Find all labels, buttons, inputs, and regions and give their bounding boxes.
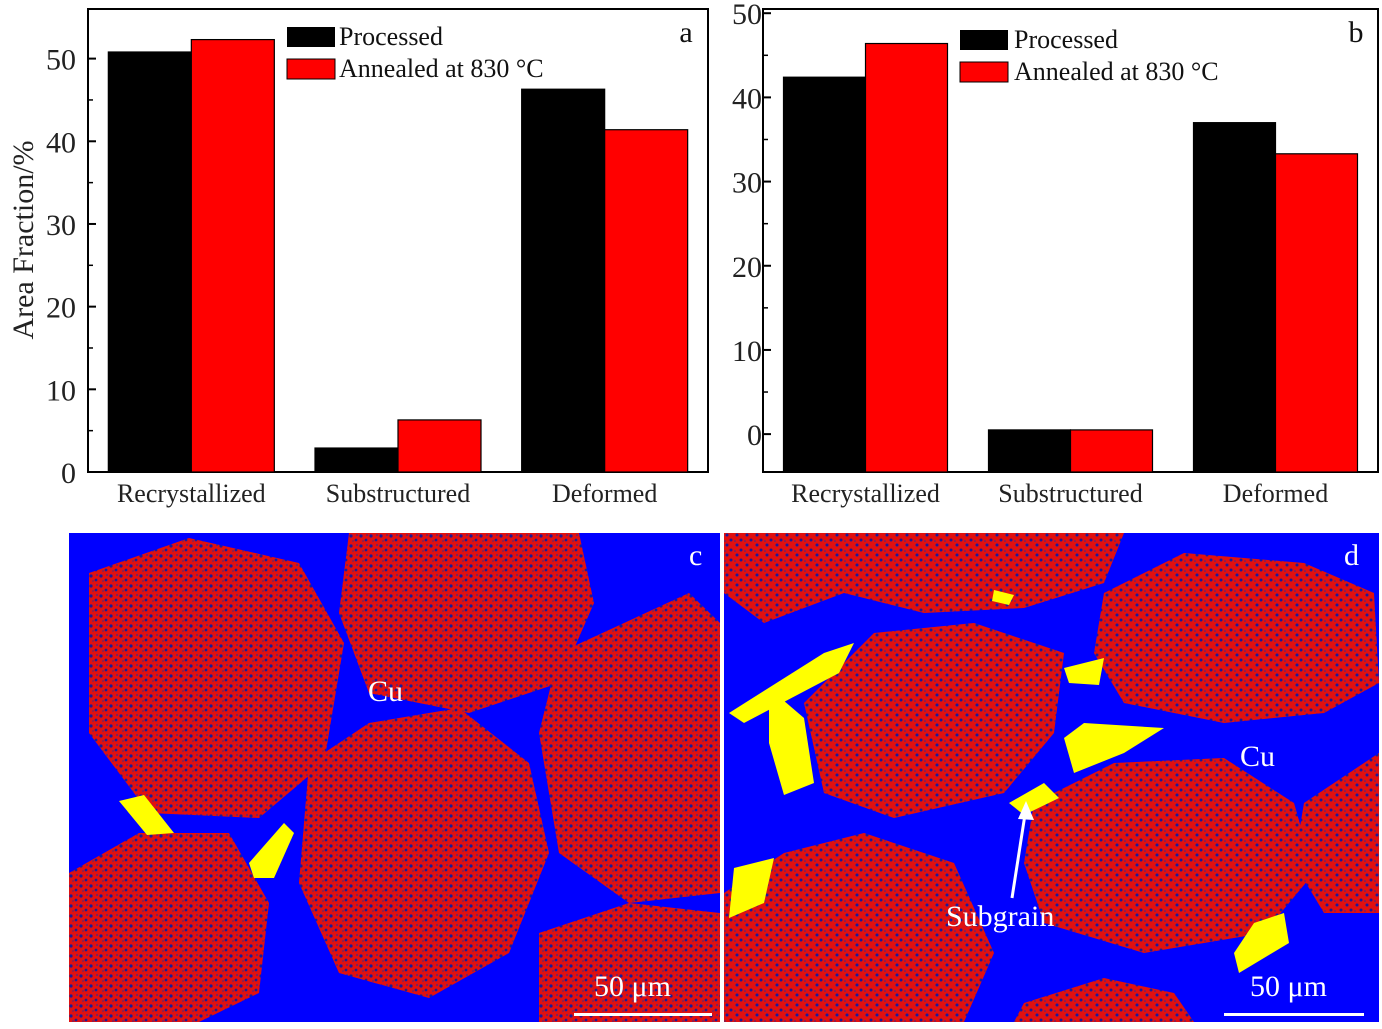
bar-annealed: [1069, 429, 1154, 473]
x-tick-label: Substructured: [998, 479, 1142, 508]
y-tick-label: 10: [732, 335, 762, 368]
bar-processed: [1192, 122, 1277, 473]
scale-bar-label: 50 μm: [594, 970, 671, 1003]
grain-region: [724, 533, 1124, 623]
y-tick-label: 20: [46, 292, 76, 325]
y-tick-label: 50: [46, 44, 76, 77]
y-axis-label: Area Fraction/%: [7, 140, 40, 339]
y-tick-label: 0: [61, 457, 76, 490]
scale-bar: [574, 1013, 712, 1016]
y-tick-label: 30: [46, 209, 76, 242]
legend-swatch-annealed: [959, 61, 1009, 83]
subgrain-region: [729, 858, 774, 918]
grain-region: [1294, 753, 1379, 913]
grain-region: [299, 708, 549, 998]
subgrain-region: [1234, 913, 1289, 973]
bar-processed: [987, 429, 1072, 473]
x-tick-label: Recrystallized: [117, 479, 266, 508]
y-axis: 0 10 20 30 40 50: [732, 0, 771, 452]
legend-label-annealed: Annealed at 830 °C: [339, 54, 544, 83]
grain-region: [1094, 553, 1379, 723]
legend: Processed Annealed at 830 °C: [959, 25, 1219, 86]
legend-swatch-annealed: [286, 58, 336, 80]
panel-label-a: a: [679, 16, 692, 49]
legend: Processed Annealed at 830 °C: [286, 22, 544, 83]
map-graphic-d: [724, 533, 1379, 1022]
x-tick-label: Deformed: [1223, 479, 1328, 508]
y-axis: 0 10 20 30 40 50: [46, 44, 96, 490]
grain-region: [69, 833, 269, 1022]
bar-processed: [314, 447, 399, 473]
phase-label-cu: Cu: [1240, 740, 1276, 773]
annotation-arrowhead: [1018, 801, 1034, 820]
y-tick-label: 40: [46, 126, 76, 159]
grain-region: [539, 903, 720, 1022]
bar-annealed: [397, 419, 482, 473]
panel-label-d: d: [1344, 539, 1359, 572]
grain-region: [539, 593, 720, 903]
annotation-subgrain: Subgrain: [946, 900, 1055, 933]
bars: [107, 38, 689, 473]
x-axis: Recrystallized Substructured Deformed: [117, 479, 657, 508]
y-tick-label: 50: [732, 0, 762, 31]
subgrain-region: [992, 590, 1014, 605]
bars: [782, 42, 1359, 473]
subgrain-region: [249, 823, 294, 878]
bar-annealed: [864, 42, 949, 473]
subgrain-region: [769, 688, 814, 795]
y-tick-label: 40: [732, 82, 762, 115]
grain-region: [1024, 758, 1314, 953]
y-tick-label: 30: [732, 167, 762, 200]
ebsd-map-d: Cu Subgrain d 50 μm: [724, 533, 1379, 1022]
scale-bar-label: 50 μm: [1250, 970, 1327, 1003]
phase-label-cu: Cu: [368, 675, 404, 708]
y-tick-label: 20: [732, 251, 762, 284]
legend-swatch-processed: [960, 30, 1008, 50]
panel-label-b: b: [1349, 16, 1364, 49]
annotation-arrow: [1010, 807, 1028, 899]
map-graphic-c: [69, 533, 720, 1022]
legend-swatch-processed: [287, 27, 335, 47]
y-tick-label: 0: [747, 419, 762, 452]
x-tick-label: Substructured: [326, 479, 470, 508]
bar-chart-a: Area Fraction/% 0 10 20 30 40 50 Recrystalliz…: [7, 8, 709, 508]
bar-processed: [782, 76, 867, 473]
grain-region: [724, 833, 994, 1022]
x-tick-label: Deformed: [552, 479, 657, 508]
bar-annealed: [190, 38, 275, 473]
x-axis: Recrystallized Substructured Deformed: [791, 479, 1328, 508]
legend-label-processed: Processed: [1014, 25, 1118, 54]
x-tick-label: Recrystallized: [791, 479, 940, 508]
legend-label-processed: Processed: [339, 22, 443, 51]
subgrain-region: [1064, 658, 1104, 685]
subgrain-region: [1009, 783, 1059, 815]
bar-processed: [107, 51, 192, 473]
ebsd-map-c: Cu c 50 μm: [69, 533, 720, 1022]
scale-bar: [1224, 1013, 1364, 1016]
grain-region: [804, 623, 1064, 818]
subgrain-region: [1064, 723, 1164, 773]
subgrain-region: [729, 643, 854, 723]
grain-region: [1014, 978, 1194, 1022]
legend-label-annealed: Annealed at 830 °C: [1014, 57, 1219, 86]
y-tick-label: 10: [46, 374, 76, 407]
bar-annealed: [604, 129, 689, 473]
grain-region: [89, 538, 344, 818]
panel-label-c: c: [689, 539, 703, 572]
grain-region: [339, 533, 594, 713]
bar-processed: [521, 88, 606, 473]
bar-chart-b: 0 10 20 30 40 50 Recrystallized Substructured D…: [732, 0, 1379, 508]
subgrain-region: [119, 795, 174, 835]
bar-annealed: [1274, 153, 1359, 473]
